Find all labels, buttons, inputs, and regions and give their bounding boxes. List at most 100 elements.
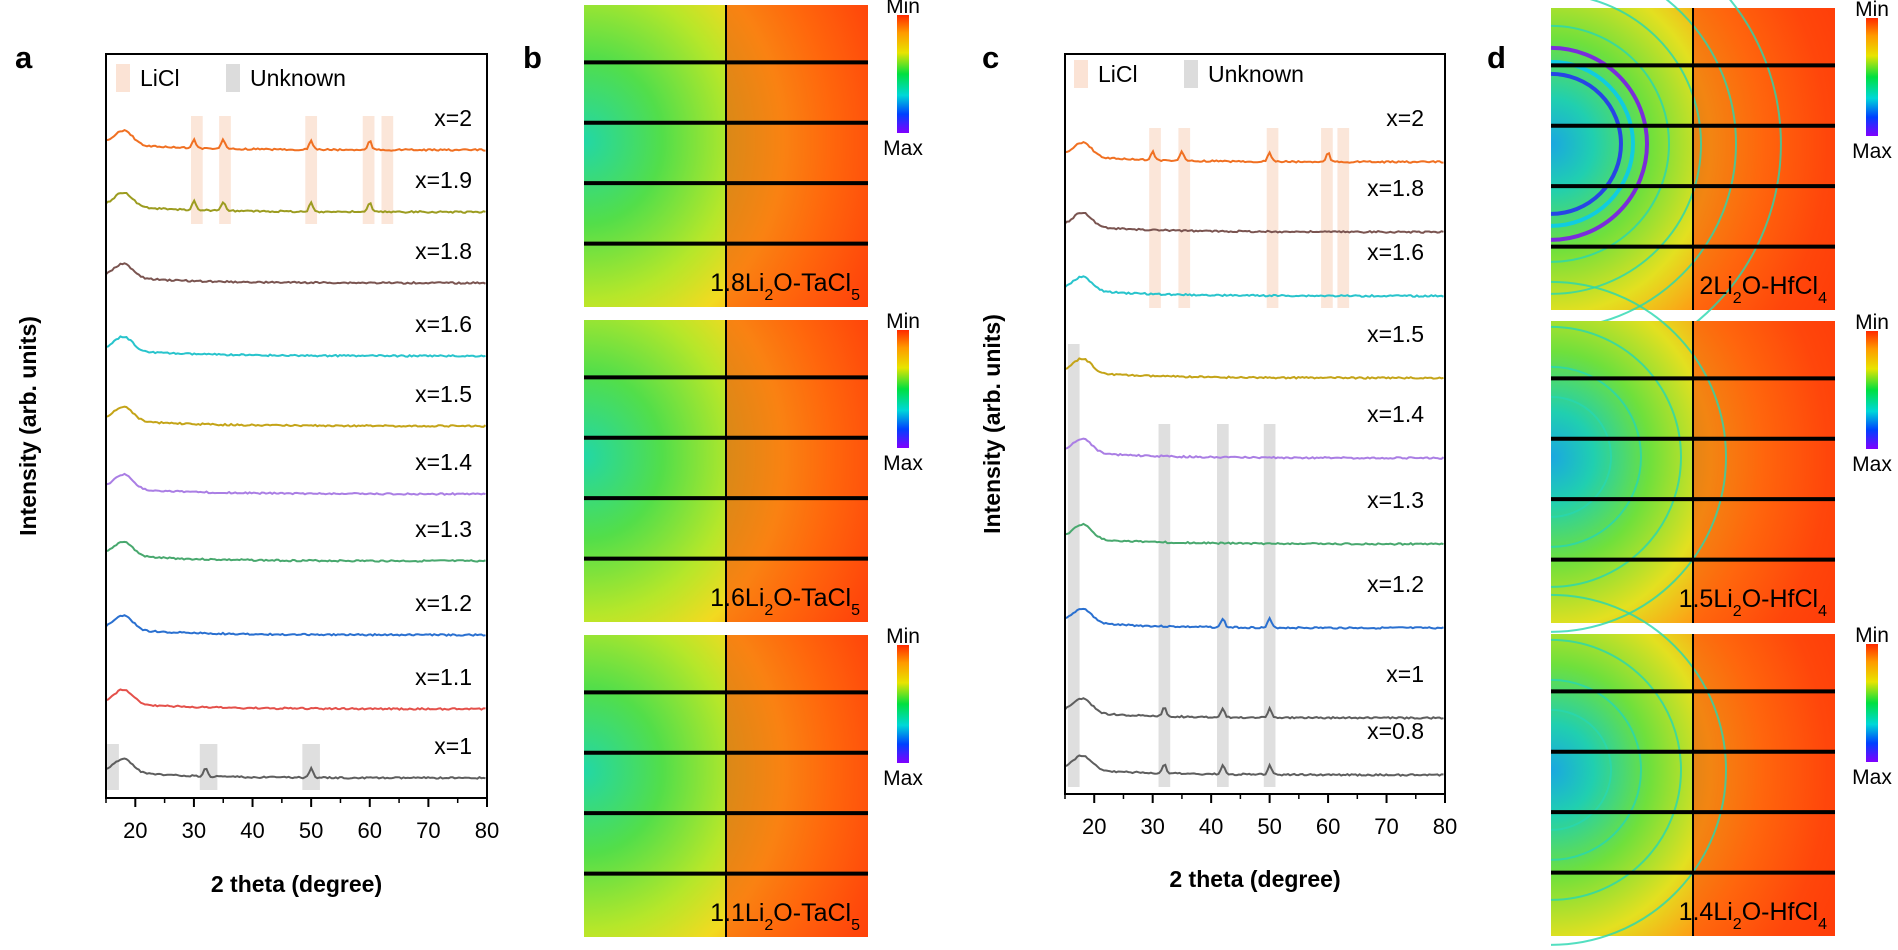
pattern-label: 2Li2O-HfCl4 (1699, 272, 1827, 307)
label-subscript: 4 (1818, 603, 1827, 620)
colorbar-max-label: Max (1852, 766, 1892, 789)
label-text: 1.5 (1679, 585, 1714, 613)
colorbar-min-label: Min (1855, 311, 1889, 334)
pattern-shadow (1693, 321, 1835, 623)
pattern-shadow (1693, 634, 1835, 936)
colorbar-min-label: Min (886, 625, 920, 648)
series-line (1065, 140, 1444, 164)
panel-b-diffraction-patterns: 1.8Li2O-TaCl5MinMax1.6Li2O-TaCl5MinMax1.… (584, 0, 923, 937)
series-label: x=1.4 (1367, 401, 1424, 427)
colorbar-max-label: Max (1852, 140, 1892, 163)
x-tick-label: 80 (475, 818, 499, 843)
series-label: x=1.3 (415, 516, 472, 542)
colorbar (1866, 18, 1878, 136)
diffraction-ring (1550, 325, 1682, 588)
legend-label-licl: LiCl (140, 65, 180, 91)
colorbar (1866, 644, 1878, 762)
panel-d-diffraction-patterns: 2Li2O-HfCl4MinMax1.5Li2O-HfCl4MinMax1.4L… (1550, 0, 1892, 946)
x-axis-label: 2 theta (degree) (1169, 866, 1340, 892)
series-label: x=1.2 (415, 590, 472, 616)
label-subscript: 2 (764, 602, 773, 619)
diffraction-ring (1550, 708, 1612, 831)
series-line (106, 405, 487, 428)
label-text: O-TaCl (773, 899, 851, 927)
highlight-band-licl (1149, 128, 1161, 308)
series-label: x=1.3 (1367, 487, 1424, 513)
label-text: O-TaCl (773, 269, 851, 297)
colorbar (897, 645, 909, 763)
diffraction-pattern: 2Li2O-HfCl4 Min Max (1550, 0, 1892, 375)
x-tick-label: 60 (358, 818, 382, 843)
label-text: O-HfCl (1742, 272, 1818, 300)
pattern-label: 1.1Li2O-TaCl5 (710, 899, 860, 934)
highlight-band-licl (1266, 128, 1279, 308)
panel-c-xrd-chart: x=2 x=1.8 x=1.6 x=1.5 x=1.4 x=1.3 x=1.2 x=1 x=0.… (979, 53, 1457, 892)
series-label: x=1 (434, 733, 472, 759)
pattern-shadow (726, 635, 868, 937)
panel-letter-a: a (15, 40, 33, 75)
highlight-band-licl (1178, 128, 1191, 308)
legend-label-unknown: Unknown (250, 65, 346, 91)
series-label: x=1.8 (415, 238, 472, 264)
legend-label-unknown: Unknown (1208, 61, 1304, 87)
panel-letter-b: b (523, 40, 542, 75)
pattern-label: 1.8Li2O-TaCl5 (710, 269, 860, 304)
series-line (106, 757, 486, 780)
diffraction-ring (1550, 593, 1727, 946)
x-tick-label: 30 (1140, 814, 1164, 839)
series-line (106, 128, 486, 152)
diffraction-ring (1550, 24, 1670, 263)
colorbar-min-label: Min (886, 0, 920, 18)
legend-swatch-unknown (226, 64, 240, 92)
series-line (106, 540, 486, 563)
highlight-band-unknown (107, 744, 119, 790)
series-line (1065, 357, 1444, 380)
highlight-band-unknown (1217, 424, 1229, 787)
series-label: x=1.5 (415, 381, 472, 407)
series-line (106, 472, 486, 496)
highlight-band-unknown (199, 744, 218, 790)
label-text: 1.8 (710, 269, 745, 297)
series-line (1065, 754, 1444, 777)
label-text: Li (745, 269, 764, 297)
series-line (106, 335, 486, 358)
series-line (1065, 697, 1444, 720)
legend-label-licl: LiCl (1098, 61, 1138, 87)
pattern-label: 1.6Li2O-TaCl5 (710, 584, 860, 619)
series-line (1065, 522, 1444, 546)
diffraction-ring (1550, 395, 1612, 518)
highlight-band-licl (381, 116, 394, 224)
series-line (106, 688, 486, 711)
highlight-band-licl (219, 116, 231, 224)
series-label: x=1.1 (415, 664, 472, 690)
label-subscript: 5 (851, 287, 860, 304)
diffraction-pattern: 1.1Li2O-TaCl5 Min Max (584, 625, 923, 937)
legend-swatch-licl (116, 64, 130, 92)
series-label: x=1.2 (1367, 571, 1424, 597)
colorbar-max-label: Max (883, 767, 923, 790)
diffraction-ring (1550, 71, 1623, 216)
diffraction-ring (1550, 59, 1635, 228)
diffraction-ring (1550, 0, 1702, 295)
x-tick-label: 50 (299, 818, 323, 843)
pattern-shadow (726, 320, 868, 622)
x-tick-label: 20 (1082, 814, 1106, 839)
plot-frame (1064, 53, 1446, 795)
label-text: O-TaCl (773, 584, 851, 612)
pattern-label: 1.5Li2O-HfCl4 (1679, 585, 1828, 620)
series-label: x=1.6 (1367, 239, 1424, 265)
diffraction-pattern: 1.8Li2O-TaCl5 Min Max (584, 0, 923, 307)
panel-a-xrd-chart: x=2 x=1.9 x=1.8 x=1.6 x=1.5 x=1.4 x=1.3 x=1.2 x=… (15, 53, 499, 897)
highlight-band-unknown (1158, 424, 1171, 787)
x-tick-label: 80 (1433, 814, 1457, 839)
highlight-band-unknown (1067, 344, 1080, 787)
series-lines (106, 128, 487, 780)
pattern-shadow (726, 5, 868, 307)
highlight-band-licl (362, 116, 375, 224)
series-label: x=0.8 (1367, 718, 1424, 744)
colorbar-max-label: Max (883, 137, 923, 160)
series-line (106, 192, 486, 214)
series-label: x=1.5 (1367, 321, 1424, 347)
colorbar-min-label: Min (1855, 624, 1889, 647)
